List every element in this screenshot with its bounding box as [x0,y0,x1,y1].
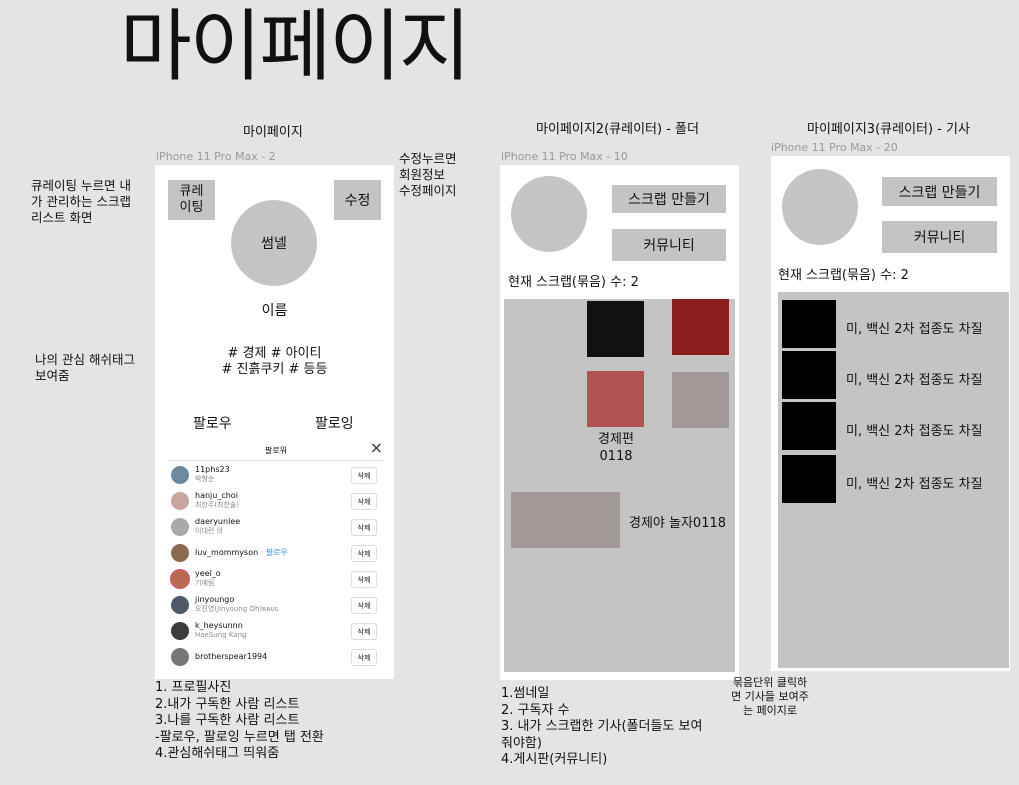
display-name: 박형순 [195,475,215,483]
follower-list-header: 팔로워 [264,446,288,455]
list-item[interactable]: hanju_choi 최한주(최한솔) 삭제 [167,489,385,516]
display-name: 기예림 [195,579,215,587]
avatar [171,622,189,640]
make-scrap-button[interactable]: 스크랩 만들기 [612,185,726,213]
delete-button[interactable]: 삭제 [351,545,377,562]
edit-note: 수정누르면 회원정보 수정페이지 [399,151,457,198]
profile-name: 이름 [261,303,288,319]
list-item[interactable]: 11phs23 박형순 삭제 [167,463,385,490]
username: 11phs23 [195,465,230,474]
article-title[interactable]: 미, 백신 2차 접종도 차질 [846,424,983,439]
avatar [171,518,189,536]
username: hanju_choi [195,491,238,500]
folder-thumb[interactable] [587,371,644,427]
frame1-notes: 1. 프로필사진 2.내가 구독한 사람 리스트 3.나를 구독한 사람 리스트… [155,680,324,761]
delete-button[interactable]: 삭제 [351,597,377,614]
folder-title[interactable]: 경제편 0118 [598,432,634,464]
folder-thumb[interactable] [672,372,729,428]
delete-button[interactable]: 삭제 [351,649,377,666]
scrap-count: 현재 스크랩(묶음) 수: 2 [778,268,909,283]
username: yeel_o [195,569,221,578]
username-text: luv_mommyson [195,548,259,557]
article-thumb[interactable] [782,402,836,450]
article-thumb[interactable] [782,351,836,399]
username: luv_mommyson · 팔로우 [195,548,288,558]
community-button[interactable]: 커뮤니티 [612,229,726,261]
profile-thumbnail[interactable]: 썸넬 [231,200,317,286]
curate-button[interactable]: 큐레 이팅 [168,180,215,220]
scrap-folder-area: 경제편 0118 경제야 놀자0118 [504,299,735,672]
divider [167,460,385,461]
username: jinyoungo [195,595,235,604]
list-item[interactable]: daeryunlee 이대련 의 삭제 [167,515,385,542]
delete-button[interactable]: 삭제 [351,519,377,536]
scrap-count: 현재 스크랩(묶음) 수: 2 [508,275,639,290]
frame3-device: iPhone 11 Pro Max - 20 [771,141,898,154]
frame3-screen: 스크랩 만들기 커뮤니티 현재 스크랩(묶음) 수: 2 미, 백신 2차 접종… [771,156,1010,671]
list-item[interactable]: yeel_o 기예림 삭제 [167,567,385,594]
hashtags-line1: # 경제 # 아이티 [227,346,322,361]
frame2-device: iPhone 11 Pro Max - 10 [501,150,628,163]
community-button[interactable]: 커뮤니티 [882,221,997,253]
article-thumb[interactable] [782,455,836,503]
frame1-label: 마이페이지 [243,125,303,140]
display-name: 최한주(최한솔) [195,501,240,509]
avatar [171,466,189,484]
article-title[interactable]: 미, 백신 2차 접종도 차질 [846,373,983,388]
delete-button[interactable]: 삭제 [351,493,377,510]
avatar [171,570,189,588]
make-scrap-button[interactable]: 스크랩 만들기 [882,177,997,206]
follower-list: 팔로워 × 11phs23 박형순 삭제 hanju_choi 최한주(최한솔)… [167,439,385,669]
folder-title[interactable]: 경제야 놀자0118 [629,516,727,531]
list-item[interactable]: jinyoungo 오진영(Jinyoung Oh)ʀᴀᴜs 삭제 [167,593,385,620]
frame3-label: 마이페이지3(큐레이터) - 기사 [807,122,970,137]
display-name: 오진영(Jinyoung Oh)ʀᴀᴜs [195,605,279,613]
list-item[interactable]: brotherspear1994 삭제 [167,645,385,669]
list-item[interactable]: k_heysunnn HaeSung Kang 삭제 [167,619,385,646]
folder-thumb[interactable] [672,299,729,355]
close-icon[interactable]: × [369,439,383,457]
bundle-click-note: 묶음단위 클릭하 면 기사들 보여주 는 페이지로 [731,676,809,717]
hashtag-note: 나의 관심 해쉬태그 보여줌 [35,352,135,383]
tab-follower[interactable]: 팔로우 [193,416,232,432]
edit-button[interactable]: 수정 [334,180,381,220]
avatar [171,544,189,562]
curator-thumbnail[interactable] [511,176,587,252]
delete-button[interactable]: 삭제 [351,571,377,588]
avatar [171,596,189,614]
curator-thumbnail[interactable] [782,169,858,245]
frame1-device: iPhone 11 Pro Max - 2 [156,150,276,163]
username: k_heysunnn [195,621,243,630]
username: daeryunlee [195,517,241,526]
folder-thumb-wide[interactable] [511,492,620,548]
article-title[interactable]: 미, 백신 2차 접종도 차질 [846,322,983,337]
list-item[interactable]: luv_mommyson · 팔로우 삭제 [167,541,385,568]
tab-following[interactable]: 팔로잉 [315,416,354,432]
frame2-screen: 스크랩 만들기 커뮤니티 현재 스크랩(묶음) 수: 2 경제편 0118 경제… [500,165,739,680]
frame2-label: 마이페이지2(큐레이터) - 폴더 [536,122,699,137]
avatar [171,648,189,666]
username: brotherspear1994 [195,652,268,661]
display-name: HaeSung Kang [195,631,247,639]
curating-note: 큐레이팅 누르면 내 가 관리하는 스크랩 리스트 화면 [31,178,131,225]
delete-button[interactable]: 삭제 [351,467,377,484]
folder-thumb[interactable] [587,301,644,357]
frame1-screen: 큐레 이팅 수정 썸넬 이름 # 경제 # 아이티 # 진흙쿠키 # 등등 팔로… [155,165,394,679]
delete-button[interactable]: 삭제 [351,623,377,640]
hashtags-line2: # 진흙쿠키 # 등등 [221,362,328,377]
article-thumb[interactable] [782,300,836,348]
follow-link[interactable]: · 팔로우 [260,548,288,557]
article-title[interactable]: 미, 백신 2차 접종도 차질 [846,477,983,492]
display-name: 이대련 의 [195,527,223,535]
frame2-notes: 1.썸네일 2. 구독자 수 3. 내가 스크랩한 기사(폴더들도 보여 줘야함… [501,686,703,767]
article-list: 미, 백신 2차 접종도 차질 미, 백신 2차 접종도 차질 미, 백신 2차… [778,292,1009,668]
avatar [171,492,189,510]
page-title: 마이페이지 [120,2,471,92]
